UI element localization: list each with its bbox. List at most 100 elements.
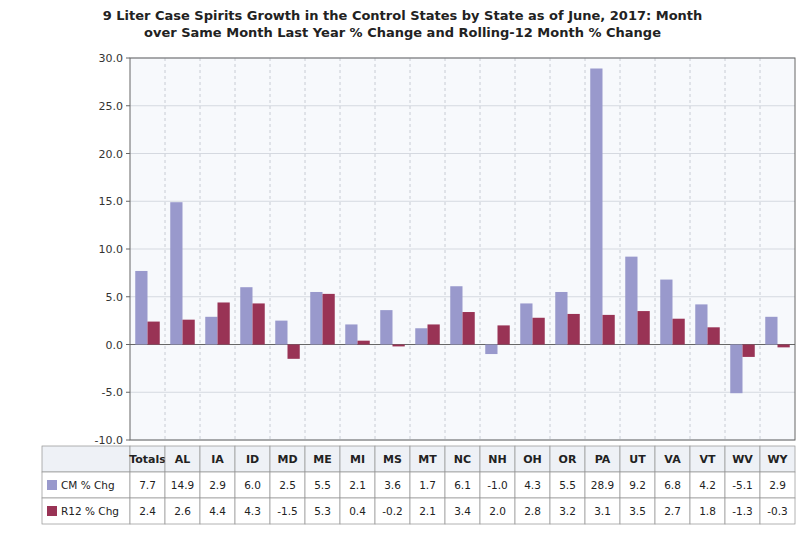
table-value-cell xyxy=(655,498,690,524)
table-value-cell xyxy=(550,498,585,524)
table-value-cell xyxy=(760,498,795,524)
data-label: 0.4 xyxy=(349,505,366,517)
bar xyxy=(310,292,322,345)
grid-line xyxy=(130,201,795,202)
data-label: 4.4 xyxy=(209,505,226,517)
data-label: 2.9 xyxy=(769,479,786,491)
table-value-cell xyxy=(760,472,795,498)
bar xyxy=(415,328,427,344)
table-row-label-cell xyxy=(42,498,130,524)
category-separator xyxy=(165,58,166,440)
table-header-cell xyxy=(480,446,515,472)
tick-mark xyxy=(126,105,130,106)
bar xyxy=(345,324,357,344)
category-separator xyxy=(480,58,481,440)
data-label: 14.9 xyxy=(171,479,194,491)
bar xyxy=(708,327,720,344)
data-label: 2.4 xyxy=(139,505,156,517)
bar xyxy=(240,287,252,344)
table-value-cell xyxy=(585,498,620,524)
tick-mark xyxy=(126,201,130,202)
table-header-cell xyxy=(585,446,620,472)
grid-line xyxy=(130,249,795,250)
table-header-cell xyxy=(375,446,410,472)
table-header-cell xyxy=(550,446,585,472)
y-tick-label: 30.0 xyxy=(99,52,124,65)
table-value-cell xyxy=(480,498,515,524)
table-value-cell xyxy=(725,498,760,524)
category-separator xyxy=(445,58,446,440)
data-label: 5.3 xyxy=(314,505,331,517)
category-label: MT xyxy=(418,453,437,466)
category-label: ME xyxy=(313,453,331,466)
table-header-cell xyxy=(620,446,655,472)
table-value-cell xyxy=(235,498,270,524)
category-label: VA xyxy=(664,453,681,466)
category-label: WY xyxy=(767,453,788,466)
category-separator xyxy=(270,58,271,440)
data-label: 5.5 xyxy=(559,479,576,491)
table-value-cell xyxy=(585,472,620,498)
category-separator xyxy=(410,58,411,440)
category-label: OH xyxy=(523,453,542,466)
table-value-cell xyxy=(305,472,340,498)
table-value-cell xyxy=(550,472,585,498)
bar xyxy=(253,303,265,344)
data-label: 2.1 xyxy=(419,505,436,517)
category-separator xyxy=(760,58,761,440)
bar xyxy=(765,317,777,345)
table-value-cell xyxy=(235,472,270,498)
data-label: 4.3 xyxy=(524,479,541,491)
bar xyxy=(148,322,160,345)
bar xyxy=(183,320,195,345)
category-separator xyxy=(200,58,201,440)
table-header-cell xyxy=(725,446,760,472)
table-header-cell xyxy=(445,446,480,472)
category-label: AL xyxy=(175,453,191,466)
legend-label: R12 % Chg xyxy=(61,505,119,517)
table-value-cell xyxy=(515,472,550,498)
table-value-cell xyxy=(165,472,200,498)
tick-mark xyxy=(126,249,130,250)
y-tick-label: -5.0 xyxy=(102,386,123,399)
bar xyxy=(673,319,685,345)
y-tick-label: 15.0 xyxy=(99,195,124,208)
table-value-cell xyxy=(445,472,480,498)
category-label: MI xyxy=(350,453,365,466)
category-separator xyxy=(235,58,236,440)
bar xyxy=(660,280,672,345)
data-label: -1.5 xyxy=(277,505,298,517)
data-label: 3.4 xyxy=(454,505,471,517)
bar xyxy=(533,318,545,345)
category-separator xyxy=(340,58,341,440)
category-label: MS xyxy=(383,453,402,466)
y-tick-label: -10.0 xyxy=(95,434,123,447)
title: 9 Liter Case Spirits Growth in the Contr… xyxy=(103,8,703,40)
bar xyxy=(498,325,510,344)
data-label: 4.2 xyxy=(699,479,716,491)
category-label: ID xyxy=(246,453,259,466)
category-label: Totals xyxy=(129,453,166,466)
data-label: 6.0 xyxy=(244,479,261,491)
table-value-cell xyxy=(725,472,760,498)
bar xyxy=(625,257,637,345)
category-label: OR xyxy=(559,453,577,466)
data-label: 6.1 xyxy=(454,479,471,491)
category-separator xyxy=(550,58,551,440)
category-separator xyxy=(305,58,306,440)
data-label: 3.1 xyxy=(594,505,611,517)
table-value-cell xyxy=(515,498,550,524)
category-label: WV xyxy=(732,453,753,466)
y-tick-label: 0.0 xyxy=(106,339,124,352)
data-label: -1.0 xyxy=(487,479,508,491)
data-label: -0.3 xyxy=(767,505,788,517)
table-header-cell xyxy=(305,446,340,472)
table-value-cell xyxy=(340,498,375,524)
table-value-cell xyxy=(200,472,235,498)
table-header-cell xyxy=(655,446,690,472)
title-line: over Same Month Last Year % Change and R… xyxy=(144,25,661,40)
y-tick-label: 25.0 xyxy=(99,100,124,113)
bar xyxy=(778,345,790,348)
bars xyxy=(135,69,790,394)
chart: 9 Liter Case Spirits Growth in the Contr… xyxy=(0,0,805,543)
